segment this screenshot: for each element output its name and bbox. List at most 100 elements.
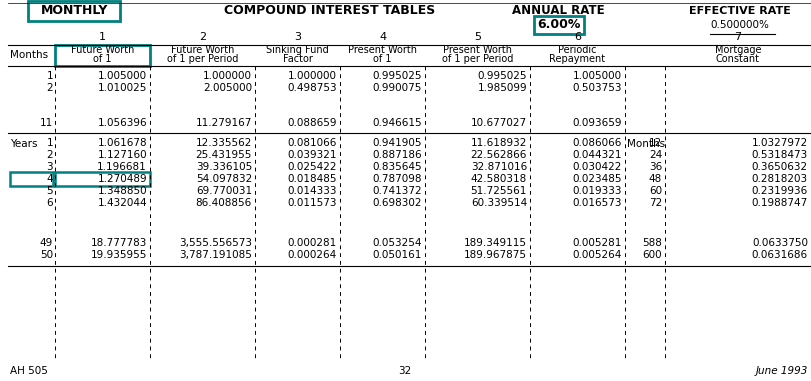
Text: 11.279167: 11.279167 [195, 118, 252, 128]
Text: 0.019333: 0.019333 [573, 186, 622, 196]
Text: 1.010025: 1.010025 [97, 83, 147, 93]
Text: 6: 6 [574, 32, 581, 42]
Text: 4: 4 [46, 174, 53, 184]
Text: 1.985099: 1.985099 [478, 83, 527, 93]
Text: 3: 3 [46, 162, 53, 172]
Text: 600: 600 [642, 250, 662, 260]
Text: 1.061678: 1.061678 [97, 138, 147, 148]
Text: AH 505: AH 505 [10, 366, 48, 376]
Text: 10.677027: 10.677027 [471, 118, 527, 128]
Text: 0.053254: 0.053254 [372, 238, 422, 248]
Text: of 1: of 1 [93, 54, 112, 64]
Text: 0.946615: 0.946615 [372, 118, 422, 128]
Text: 0.000264: 0.000264 [288, 250, 337, 260]
Text: 25.431955: 25.431955 [195, 150, 252, 160]
Text: 189.349115: 189.349115 [464, 238, 527, 248]
Text: Mortgage: Mortgage [714, 45, 762, 55]
Text: 0.093659: 0.093659 [573, 118, 622, 128]
Text: of 1 per Period: of 1 per Period [442, 54, 513, 64]
Text: 19.935955: 19.935955 [91, 250, 147, 260]
Text: 1.0327972: 1.0327972 [752, 138, 808, 148]
Text: 189.967875: 189.967875 [464, 250, 527, 260]
Text: 11.618932: 11.618932 [470, 138, 527, 148]
Text: 0.088659: 0.088659 [288, 118, 337, 128]
Text: 12: 12 [649, 138, 662, 148]
Text: 60.339514: 60.339514 [470, 198, 527, 208]
Text: Factor: Factor [282, 54, 312, 64]
Text: 39.336105: 39.336105 [195, 162, 252, 172]
Text: 0.025422: 0.025422 [288, 162, 337, 172]
Text: 0.018485: 0.018485 [288, 174, 337, 184]
Text: 0.000281: 0.000281 [288, 238, 337, 248]
Text: Present Worth: Present Worth [443, 45, 512, 55]
Bar [10, 172, 53, 186]
Text: 0.014333: 0.014333 [288, 186, 337, 196]
Text: 0.835645: 0.835645 [372, 162, 422, 172]
Text: 0.0633750: 0.0633750 [752, 238, 808, 248]
Text: Future Worth: Future Worth [71, 45, 134, 55]
Text: 0.503753: 0.503753 [573, 83, 622, 93]
Text: Months: Months [10, 51, 48, 61]
Text: of 1 per Period: of 1 per Period [167, 54, 238, 64]
Text: Periodic: Periodic [558, 45, 597, 55]
Text: Months: Months [627, 139, 665, 149]
Text: Future Worth: Future Worth [171, 45, 234, 55]
Text: 1.127160: 1.127160 [97, 150, 147, 160]
Text: 0.500000%: 0.500000% [710, 20, 770, 30]
Text: 50: 50 [40, 250, 53, 260]
Text: Repayment: Repayment [549, 54, 606, 64]
Text: 54.097832: 54.097832 [195, 174, 252, 184]
Text: 0.044321: 0.044321 [573, 150, 622, 160]
Text: 49: 49 [40, 238, 53, 248]
Text: 0.1988747: 0.1988747 [752, 198, 808, 208]
Text: 32: 32 [398, 366, 412, 376]
Text: 0.498753: 0.498753 [287, 83, 337, 93]
Text: MONTHLY: MONTHLY [41, 5, 109, 18]
Text: 36: 36 [649, 162, 662, 172]
Text: 24: 24 [649, 150, 662, 160]
Text: 0.086066: 0.086066 [573, 138, 622, 148]
Text: 6: 6 [46, 198, 53, 208]
Text: 1: 1 [99, 32, 106, 42]
Text: Present Worth: Present Worth [348, 45, 417, 55]
Text: 4: 4 [379, 32, 386, 42]
Text: 3,787.191085: 3,787.191085 [179, 250, 252, 260]
Text: 0.995025: 0.995025 [478, 71, 527, 81]
Text: of 1: of 1 [373, 54, 392, 64]
Text: 51.725561: 51.725561 [470, 186, 527, 196]
Text: 2: 2 [46, 83, 53, 93]
Text: 3: 3 [294, 32, 301, 42]
Text: 6.00%: 6.00% [538, 19, 581, 32]
Text: 72: 72 [649, 198, 662, 208]
Text: 18.777783: 18.777783 [91, 238, 147, 248]
Text: COMPOUND INTEREST TABLES: COMPOUND INTEREST TABLES [225, 5, 436, 18]
Text: 0.0631686: 0.0631686 [752, 250, 808, 260]
Text: ANNUAL RATE: ANNUAL RATE [512, 5, 604, 18]
Text: 1.005000: 1.005000 [98, 71, 147, 81]
Text: 1.432044: 1.432044 [97, 198, 147, 208]
Text: 0.030422: 0.030422 [573, 162, 622, 172]
Text: 5: 5 [46, 186, 53, 196]
Bar [55, 45, 150, 66]
Text: 32.871016: 32.871016 [470, 162, 527, 172]
Text: EFFECTIVE RATE: EFFECTIVE RATE [689, 6, 791, 16]
Text: 0.995025: 0.995025 [372, 71, 422, 81]
Text: 2.005000: 2.005000 [203, 83, 252, 93]
Bar [55, 172, 150, 186]
Text: 42.580318: 42.580318 [470, 174, 527, 184]
Text: 1.348850: 1.348850 [97, 186, 147, 196]
Text: 7: 7 [735, 32, 741, 42]
Text: 86.408856: 86.408856 [195, 198, 252, 208]
Text: 0.023485: 0.023485 [573, 174, 622, 184]
Text: 1.005000: 1.005000 [573, 71, 622, 81]
Text: 1.056396: 1.056396 [97, 118, 147, 128]
Text: 60: 60 [649, 186, 662, 196]
Text: 0.787098: 0.787098 [372, 174, 422, 184]
Bar [534, 16, 584, 34]
Text: 12.335562: 12.335562 [195, 138, 252, 148]
Text: 0.698302: 0.698302 [372, 198, 422, 208]
Text: 3,555.556573: 3,555.556573 [179, 238, 252, 248]
Text: 0.2818203: 0.2818203 [752, 174, 808, 184]
Text: 588: 588 [642, 238, 662, 248]
Text: 0.2319936: 0.2319936 [752, 186, 808, 196]
